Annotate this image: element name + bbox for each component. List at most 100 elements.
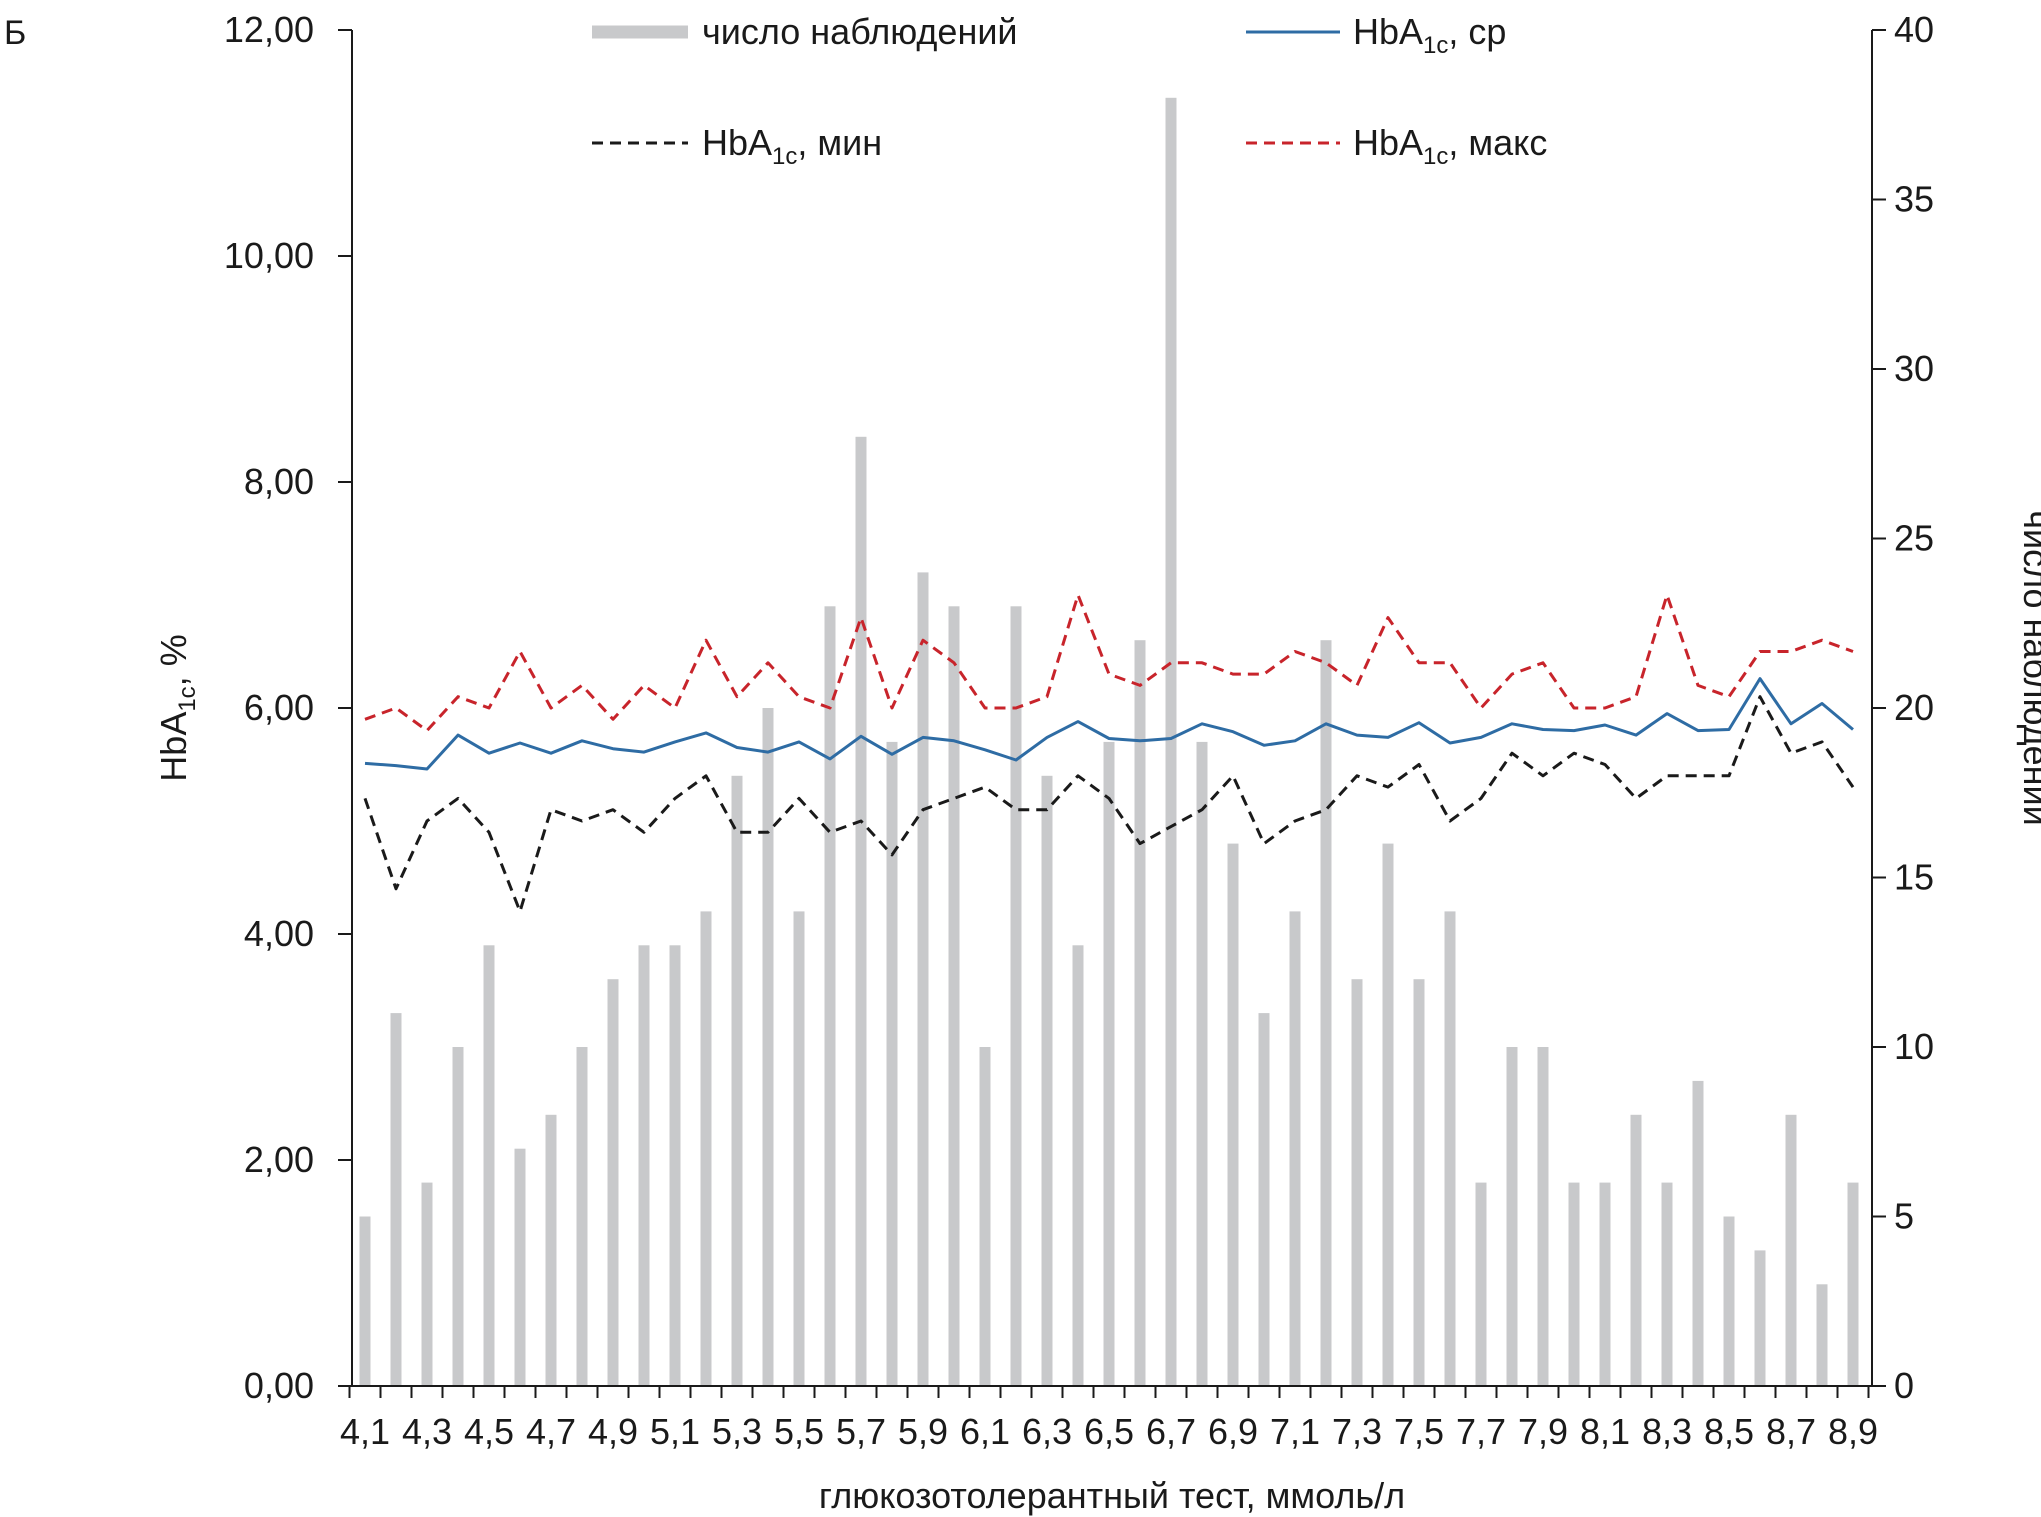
bar-47 [1816, 1284, 1828, 1386]
bar-13 [762, 708, 774, 1386]
y-right-tick-label: 0 [1894, 1365, 1914, 1406]
bar-16 [855, 436, 867, 1386]
x-tick-label: 5,7 [836, 1411, 886, 1452]
x-tick-label: 7,7 [1456, 1411, 1506, 1452]
lines-layer [363, 593, 1855, 913]
x-tick-label: 7,1 [1270, 1411, 1320, 1452]
x-tick-label: 8,7 [1766, 1411, 1816, 1452]
bar-31 [1320, 640, 1332, 1386]
y-right-tick-label: 40 [1894, 9, 1934, 50]
bar-3 [452, 1047, 464, 1386]
bar-43 [1692, 1080, 1704, 1386]
series-line-min [363, 695, 1855, 913]
x-tick-label: 7,5 [1394, 1411, 1444, 1452]
x-tick-label: 6,5 [1084, 1411, 1134, 1452]
bar-30 [1289, 911, 1301, 1386]
legend-label-max: HbA1c, макс [1353, 122, 1547, 170]
bar-5 [514, 1148, 526, 1386]
y-left-tick-label: 10,00 [224, 235, 314, 276]
legend-label-mean: HbA1c, ср [1353, 11, 1506, 59]
x-tick-label: 6,1 [960, 1411, 1010, 1452]
bars-layer [359, 97, 1859, 1386]
x-tick-label: 4,1 [340, 1411, 390, 1452]
bar-4 [483, 945, 495, 1386]
x-tick-label: 7,9 [1518, 1411, 1568, 1452]
x-tick-label: 5,9 [898, 1411, 948, 1452]
x-axis-title: глюкозотолерантный тест, ммоль/л [819, 1475, 1405, 1516]
x-tick-label: 8,5 [1704, 1411, 1754, 1452]
bar-12 [731, 775, 743, 1386]
bar-37 [1506, 1047, 1518, 1386]
series-line-mean [364, 677, 1854, 771]
bar-32 [1351, 979, 1363, 1386]
x-tick-label: 6,9 [1208, 1411, 1258, 1452]
bar-34 [1413, 979, 1425, 1386]
y-right-tick-label: 20 [1894, 687, 1934, 728]
series-line-max [364, 593, 1854, 733]
bar-18 [917, 572, 929, 1386]
y-right-tick-label: 30 [1894, 348, 1934, 389]
y-right-tick-label: 25 [1894, 518, 1934, 559]
bar-0 [359, 1216, 371, 1386]
bar-11 [700, 911, 712, 1386]
bar-22 [1041, 775, 1053, 1386]
y-right-tick-label: 5 [1894, 1196, 1914, 1237]
x-tick-label: 4,5 [464, 1411, 514, 1452]
bar-2 [421, 1182, 433, 1386]
bar-27 [1196, 741, 1208, 1386]
bar-15 [824, 606, 836, 1386]
bar-45 [1754, 1250, 1766, 1386]
legend: число наблюдений HbA1c, ср HbA1c, мин Hb… [592, 11, 1547, 170]
bar-35 [1444, 911, 1456, 1386]
bar-39 [1568, 1182, 1580, 1386]
bar-24 [1103, 741, 1115, 1386]
x-tick-label: 4,7 [526, 1411, 576, 1452]
legend-item-min: HbA1c, мин [592, 122, 882, 170]
y-left-tick-label: 12,00 [224, 9, 314, 50]
x-tick-label: 8,3 [1642, 1411, 1692, 1452]
bar-19 [948, 606, 960, 1386]
y-left-tick-label: 4,00 [244, 913, 314, 954]
y-right-tick-label: 35 [1894, 179, 1934, 220]
bar-42 [1661, 1182, 1673, 1386]
legend-label-bars: число наблюдений [702, 11, 1018, 52]
y-left-tick-label: 8,00 [244, 461, 314, 502]
bar-38 [1537, 1047, 1549, 1386]
bar-21 [1010, 606, 1022, 1386]
legend-item-bars: число наблюдений [592, 11, 1018, 52]
y-right-tick-label: 15 [1894, 857, 1934, 898]
bar-8 [607, 979, 619, 1386]
y-axis-right-title: число наблюдений [2016, 510, 2041, 826]
y-axis-left-title: HbA1c, % [153, 634, 201, 781]
bar-28 [1227, 843, 1239, 1386]
bar-20 [979, 1047, 991, 1386]
bar-23 [1072, 945, 1084, 1386]
bar-44 [1723, 1216, 1735, 1386]
bar-1 [390, 1013, 402, 1386]
bar-40 [1599, 1182, 1611, 1386]
legend-item-max: HbA1c, макс [1246, 122, 1547, 170]
y-left-tick-label: 6,00 [244, 687, 314, 728]
x-tick-label: 5,3 [712, 1411, 762, 1452]
bar-29 [1258, 1013, 1270, 1386]
bar-46 [1785, 1114, 1797, 1386]
x-tick-label: 6,7 [1146, 1411, 1196, 1452]
bar-26 [1165, 97, 1177, 1386]
bar-17 [886, 741, 898, 1386]
y-left-tick-label: 2,00 [244, 1139, 314, 1180]
bar-10 [669, 945, 681, 1386]
y-left-tick-label: 0,00 [244, 1365, 314, 1406]
x-tick-label: 5,5 [774, 1411, 824, 1452]
x-tick-label: 5,1 [650, 1411, 700, 1452]
bar-36 [1475, 1182, 1487, 1386]
bar-33 [1382, 843, 1394, 1386]
x-tick-label: 4,9 [588, 1411, 638, 1452]
bar-6 [545, 1114, 557, 1386]
legend-item-mean: HbA1c, ср [1246, 11, 1506, 59]
x-tick-label: 6,3 [1022, 1411, 1072, 1452]
x-tick-label: 4,3 [402, 1411, 452, 1452]
bar-7 [576, 1047, 588, 1386]
bar-14 [793, 911, 805, 1386]
x-tick-label: 8,1 [1580, 1411, 1630, 1452]
